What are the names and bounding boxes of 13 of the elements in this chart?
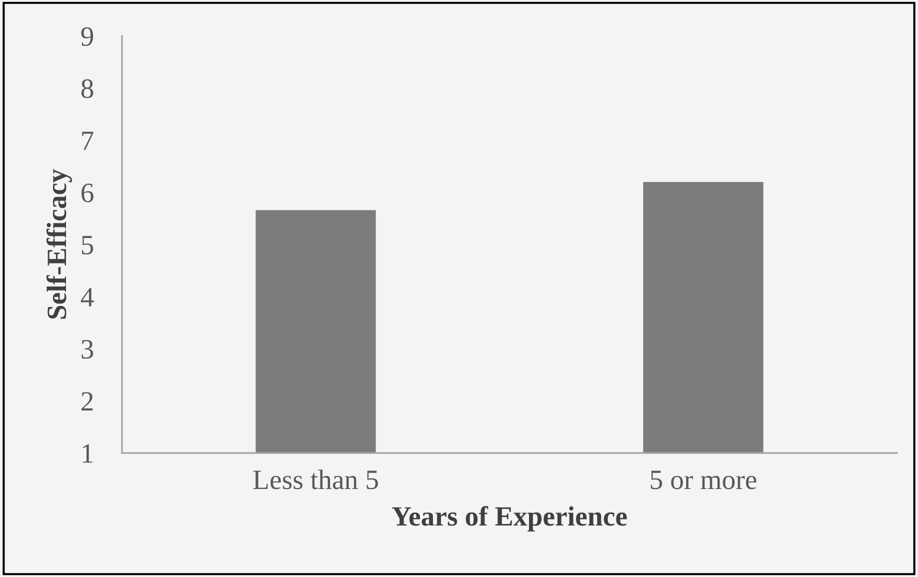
- y-tick-label: 4: [80, 288, 94, 306]
- y-tick-label: 9: [81, 27, 94, 46]
- y-tick-label: 5: [82, 236, 94, 254]
- x-tick-label: 5 or more: [650, 470, 756, 490]
- y-tick-label: 6: [82, 184, 94, 202]
- y-axis-title: Self-Efficacy: [46, 169, 72, 319]
- y-tick-label: 7: [82, 132, 94, 150]
- x-tick-label: Less than 5: [253, 470, 378, 490]
- y-tick-label: 1: [82, 444, 93, 463]
- x-axis-title: Years of Experience: [392, 506, 627, 532]
- y-tick-label: 2: [82, 392, 93, 411]
- y-tick-label: 3: [82, 340, 94, 359]
- y-tick-label: 8: [81, 79, 94, 98]
